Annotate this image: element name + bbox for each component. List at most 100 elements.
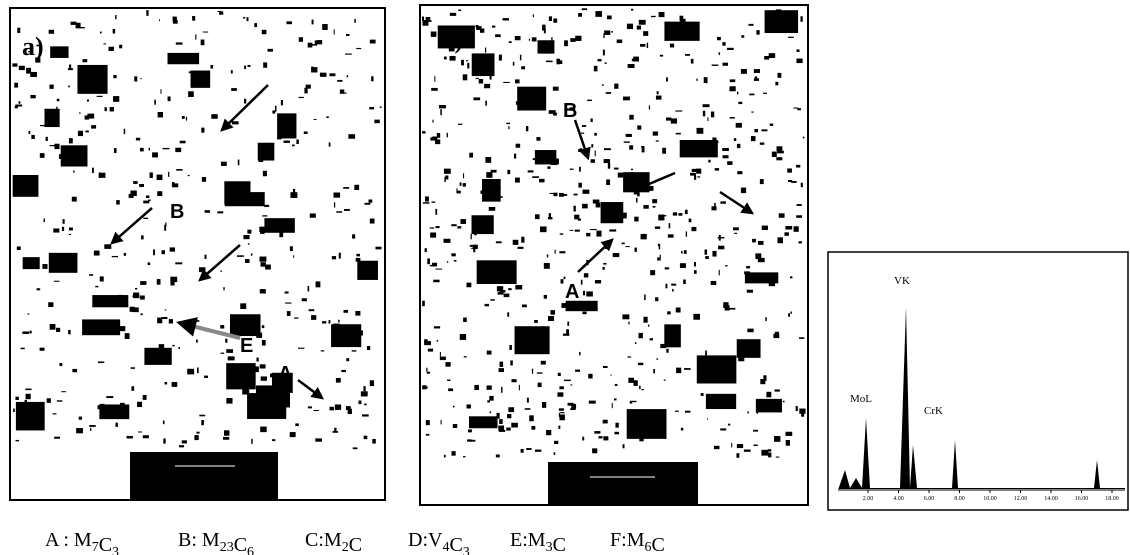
precipitate (768, 283, 776, 287)
precipitate (210, 64, 214, 69)
peak-label: VK (894, 275, 910, 287)
precipitate (641, 389, 644, 391)
precipitate (371, 76, 374, 82)
legend-prefix: C: (305, 529, 324, 551)
legend-prefix: E: (510, 529, 528, 551)
precipitate (158, 19, 160, 22)
precipitate (561, 303, 566, 308)
precipitate (521, 66, 526, 70)
precipitate (123, 128, 126, 135)
precipitate (541, 402, 547, 408)
precipitate (589, 228, 597, 231)
precipitate (603, 33, 605, 39)
precipitate (424, 339, 428, 344)
precipitate (679, 263, 686, 268)
formula-subscript: 3 (546, 540, 553, 555)
precipitate (472, 244, 478, 250)
precipitate (157, 112, 163, 118)
precipitate (761, 449, 769, 456)
precipitate (77, 130, 84, 137)
precipitate (710, 111, 715, 118)
precipitate (660, 343, 667, 349)
precipitate (335, 377, 341, 383)
peak-label: CrK (924, 405, 943, 417)
precipitate (223, 287, 225, 291)
precipitate (139, 184, 145, 187)
precipitate (738, 101, 743, 105)
precipitate (270, 373, 273, 378)
precipitate (537, 40, 555, 54)
precipitate (499, 361, 504, 367)
precipitate (531, 37, 537, 42)
precipitate (357, 264, 364, 269)
precipitate (681, 251, 683, 254)
precipitate (637, 362, 644, 366)
precipitate (616, 39, 623, 44)
precipitate (743, 449, 751, 452)
tick-label: 16.00 (1075, 496, 1089, 502)
precipitate (652, 131, 658, 136)
precipitate (119, 44, 123, 49)
precipitate (259, 289, 266, 294)
precipitate (22, 331, 30, 334)
precipitate (231, 121, 239, 125)
precipitate (230, 70, 233, 74)
precipitate (139, 147, 144, 152)
precipitate (573, 205, 576, 212)
precipitate (113, 75, 117, 79)
precipitate (508, 288, 512, 291)
precipitate (736, 444, 744, 449)
precipitate (260, 376, 268, 381)
precipitate (539, 178, 545, 183)
precipitate (696, 168, 702, 174)
precipitate (528, 38, 531, 41)
precipitate (480, 190, 486, 194)
legend-prefix: D: (408, 529, 428, 551)
precipitate (727, 161, 733, 165)
precipitate (734, 232, 738, 234)
precipitate (254, 23, 258, 28)
precipitate (501, 386, 503, 393)
precipitate (279, 232, 284, 238)
precipitate (666, 117, 672, 121)
precipitate (776, 157, 783, 161)
precipitate (759, 142, 765, 145)
precipitate (720, 428, 727, 431)
precipitate (614, 431, 619, 435)
precipitate (515, 101, 523, 105)
precipitate (163, 438, 166, 444)
precipitate (756, 412, 759, 414)
precipitate (553, 112, 557, 116)
precipitate (68, 227, 73, 231)
formula-symbol: C (553, 534, 566, 555)
precipitate (535, 214, 540, 220)
precipitate (588, 400, 596, 404)
legend-item: B: M23C6 (178, 529, 254, 555)
precipitate (123, 252, 127, 256)
precipitate (445, 30, 452, 36)
precipitate (448, 47, 455, 52)
precipitate (229, 314, 261, 337)
precipitate (678, 213, 683, 216)
precipitate (79, 112, 81, 114)
precipitate (132, 295, 139, 297)
precipitate (369, 380, 375, 387)
precipitate (322, 24, 328, 30)
precipitate (549, 192, 555, 194)
precipitate (328, 142, 331, 147)
precipitate (515, 285, 523, 290)
precipitate (768, 53, 776, 59)
precipitate (600, 202, 624, 224)
precipitate (356, 47, 362, 50)
formula-symbol: V (428, 529, 443, 551)
precipitate (614, 383, 618, 386)
precipitate (439, 352, 441, 357)
precipitate (679, 139, 718, 158)
precipitate (482, 179, 501, 202)
precipitate (179, 140, 186, 144)
precipitate (531, 425, 536, 430)
precipitate (658, 214, 665, 221)
precipitate (675, 132, 681, 135)
precipitate (15, 104, 23, 107)
precipitate (113, 96, 120, 102)
